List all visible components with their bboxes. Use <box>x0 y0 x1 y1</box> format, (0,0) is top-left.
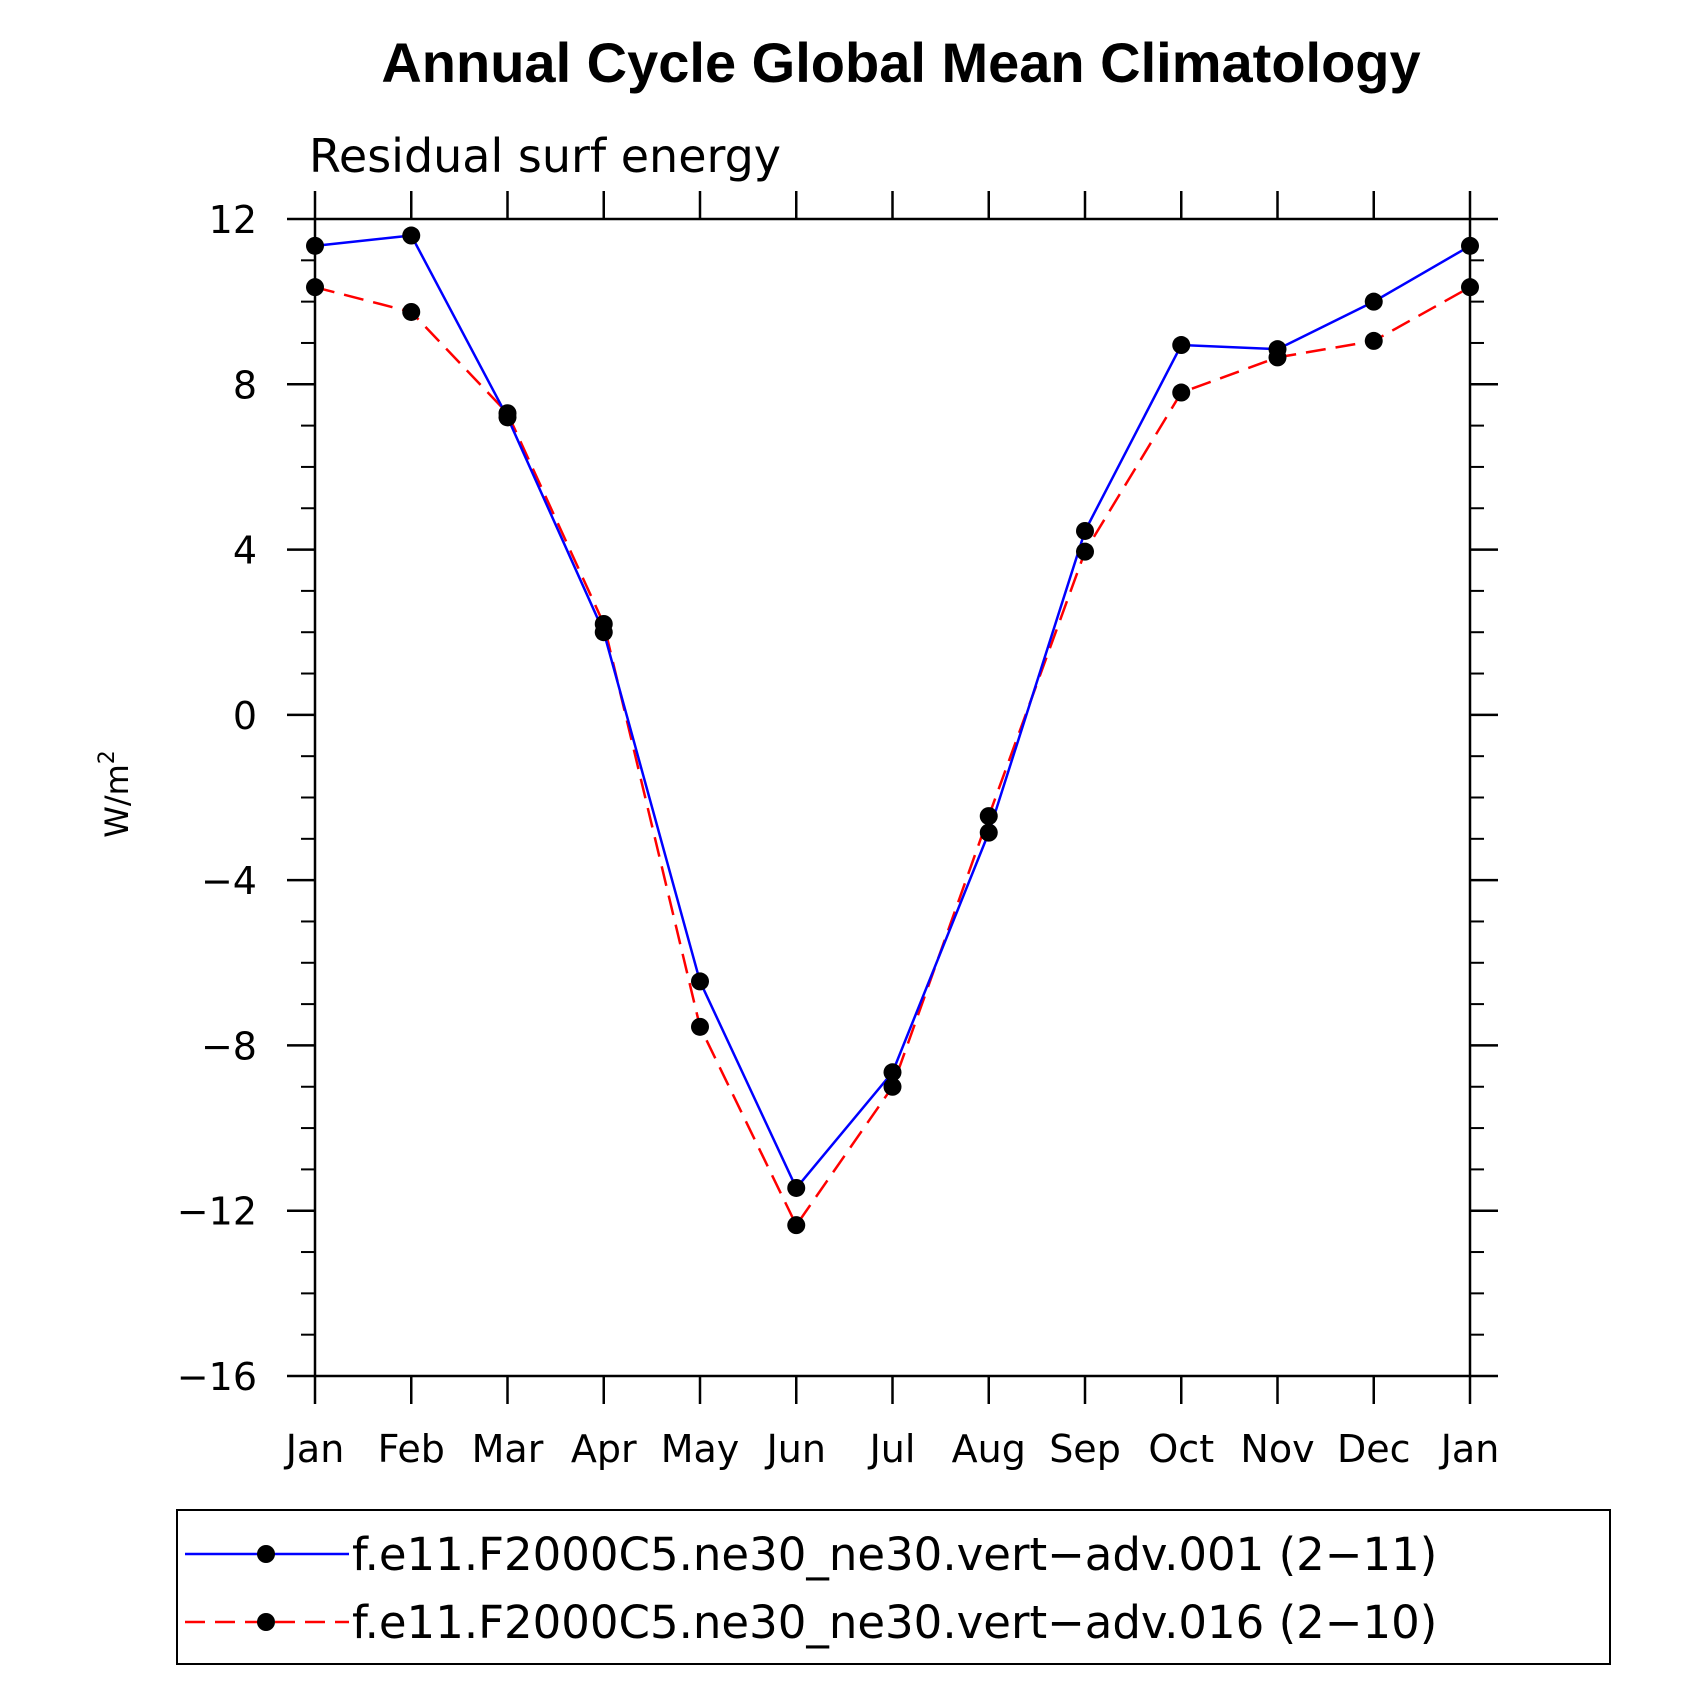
legend-label-series-1: f.e11.F2000C5.ne30_ne30.vert−adv.001 (2−… <box>352 1528 1437 1581</box>
series-1-point <box>1364 292 1383 311</box>
series-1-point <box>787 1178 806 1197</box>
svg-text:W/m2: W/m2 <box>95 750 136 838</box>
series-1-point <box>1172 336 1191 355</box>
y-tick-label: −16 <box>177 1355 257 1399</box>
x-tick-label: Apr <box>571 1427 637 1471</box>
series-1-point <box>979 823 998 842</box>
x-tick-label: Feb <box>378 1427 445 1471</box>
legend-box <box>176 1509 1611 1665</box>
series-2-point <box>402 302 421 321</box>
x-tick-label: Sep <box>1049 1427 1121 1471</box>
series-2-point <box>979 807 998 826</box>
x-tick-labels: Jan Feb Mar Apr May Jun Jul Aug Sep Oct Nov Dec Jan <box>284 1427 1500 1471</box>
plot-frame <box>313 217 1472 1378</box>
x-tick-label: Aug <box>952 1427 1026 1471</box>
chart-title: Annual Cycle Global Mean Climatology <box>381 31 1420 94</box>
series-line-1 <box>314 234 1471 1191</box>
series-2-point <box>594 614 613 633</box>
major-ticks <box>287 191 1498 1404</box>
y-axis-label-superscript: 2 <box>95 750 120 764</box>
series-2-point <box>883 1077 902 1096</box>
series-1-point <box>883 1063 902 1082</box>
x-tick-label: Jan <box>1439 1427 1500 1471</box>
x-tick-label: Jun <box>765 1427 826 1471</box>
x-tick-label: Jul <box>868 1427 916 1471</box>
x-tick-label: Oct <box>1148 1427 1214 1471</box>
y-tick-label: −12 <box>177 1190 257 1234</box>
y-tick-label: 0 <box>233 694 257 738</box>
series-1-point <box>691 972 709 991</box>
y-axis-label: W/m2 <box>95 750 136 838</box>
series-2-point <box>1076 542 1094 561</box>
series-2-point <box>1268 348 1287 367</box>
legend-marker-series-2 <box>257 1613 275 1631</box>
series-2-point <box>1172 383 1191 402</box>
chart-subtitle: Residual surf energy <box>309 129 781 183</box>
x-tick-label: Mar <box>472 1427 544 1471</box>
y-tick-labels: 12 8 4 0 −4 −8 −12 −16 <box>177 198 257 1399</box>
series-1-point <box>1076 521 1094 540</box>
series-markers <box>306 226 1479 1235</box>
x-tick-label: May <box>661 1427 740 1471</box>
y-tick-label: 12 <box>209 198 257 242</box>
y-tick-label: 8 <box>233 363 257 407</box>
series-2-point <box>1364 331 1383 350</box>
minor-ticks <box>301 259 1484 1336</box>
y-axis-label-text: W/m <box>98 764 136 838</box>
y-tick-label: −8 <box>201 1024 257 1068</box>
legend-marker-series-1 <box>257 1545 275 1563</box>
legend-label-series-2: f.e11.F2000C5.ne30_ne30.vert−adv.016 (2−… <box>352 1596 1437 1649</box>
x-tick-label: Nov <box>1240 1427 1314 1471</box>
series-2-point <box>498 404 517 423</box>
y-tick-label: 4 <box>233 529 257 573</box>
legend: f.e11.F2000C5.ne30_ne30.vert−adv.001 (2−… <box>176 1509 1611 1665</box>
series-1-point <box>402 226 421 245</box>
y-tick-label: −4 <box>201 859 257 903</box>
series-2-point <box>691 1017 709 1036</box>
x-tick-label: Dec <box>1337 1427 1411 1471</box>
series-2-point <box>787 1216 806 1235</box>
x-tick-label: Jan <box>284 1427 345 1471</box>
